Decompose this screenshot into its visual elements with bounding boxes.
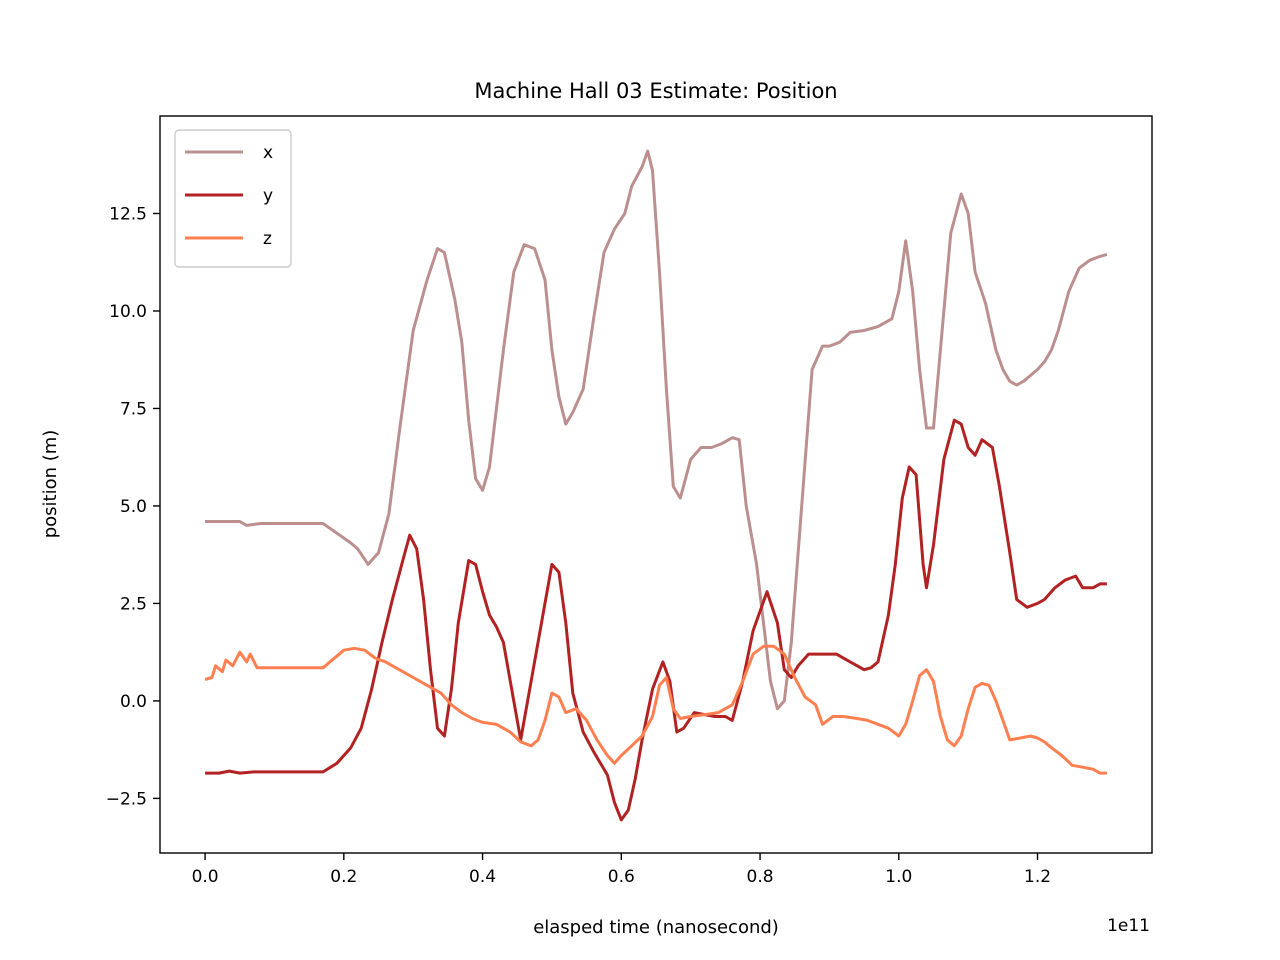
legend-label-z: z bbox=[263, 229, 272, 249]
x-tick-label: 0.8 bbox=[747, 867, 774, 887]
y-axis-label: position (m) bbox=[40, 430, 61, 539]
legend-box bbox=[174, 129, 292, 268]
chart-title: Machine Hall 03 Estimate: Position bbox=[474, 79, 837, 103]
x-tick-label: 0.0 bbox=[192, 867, 219, 887]
y-tick-label: 5.0 bbox=[120, 497, 147, 517]
x-tick-label: 0.6 bbox=[608, 867, 635, 887]
x-tick-label: 0.2 bbox=[330, 867, 357, 887]
legend-label-x: x bbox=[263, 143, 273, 163]
series-group bbox=[204, 149, 1108, 822]
x-axis-label: elasped time (nanosecond) bbox=[533, 917, 779, 938]
y-tick-label: 10.0 bbox=[109, 302, 147, 322]
y-tick-label: −2.5 bbox=[106, 789, 147, 809]
x-tick-label: 1.0 bbox=[885, 867, 912, 887]
axes-frame bbox=[159, 115, 1153, 854]
series-line-x bbox=[205, 149, 1108, 711]
y-tick-label: 12.5 bbox=[109, 204, 147, 224]
legend: x y z bbox=[174, 129, 292, 268]
y-tick-label: 7.5 bbox=[120, 399, 147, 419]
x-axis-offset-label: 1e11 bbox=[1107, 916, 1150, 936]
x-tick-label: 0.4 bbox=[469, 867, 496, 887]
y-tick-label: 2.5 bbox=[120, 594, 147, 614]
x-tick-label: 1.2 bbox=[1024, 867, 1051, 887]
plot-area bbox=[204, 149, 1108, 822]
axes: 0.0 0.2 0.4 0.6 0.8 1.0 1.2 −2.5 0.0 2.5 5.0 7.5 10.… bbox=[106, 115, 1153, 887]
series-line-y bbox=[205, 418, 1107, 822]
legend-label-y: y bbox=[263, 186, 273, 206]
series-line-z bbox=[204, 644, 1107, 775]
y-tick-label: 0.0 bbox=[120, 692, 147, 712]
